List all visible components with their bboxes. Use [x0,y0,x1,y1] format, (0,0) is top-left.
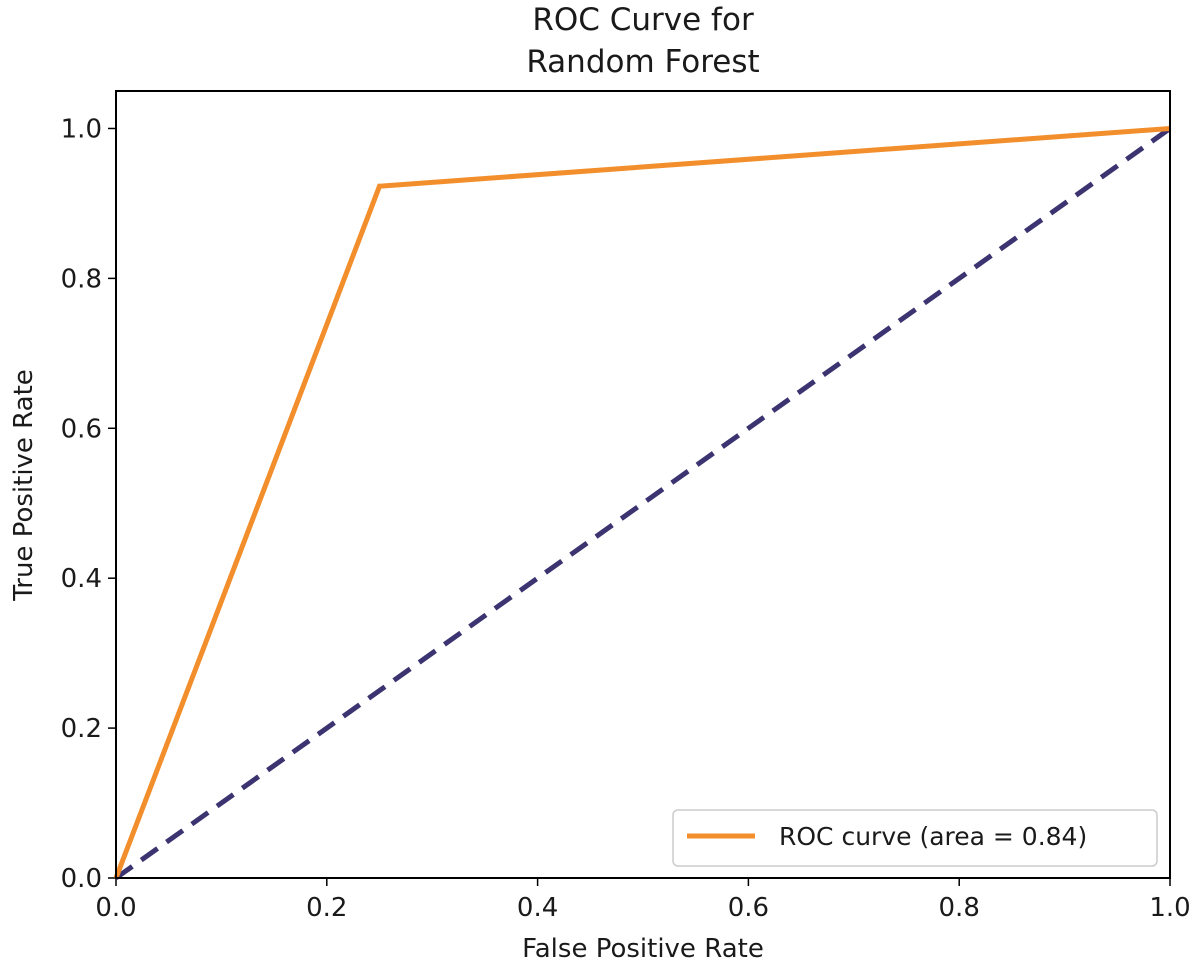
x-tick-label: 0.8 [939,893,980,923]
y-tick-label: 0.8 [61,264,102,294]
x-tick-label: 1.0 [1149,893,1190,923]
x-tick-label: 0.4 [517,893,558,923]
x-tick-label: 0.2 [306,893,347,923]
legend-box [672,809,1158,867]
y-tick-label: 1.0 [61,114,102,144]
chart-title: ROC Curve for Random Forest [526,2,759,80]
y-tick-label: 0.0 [61,864,102,894]
y-tick-label: 0.4 [61,564,102,594]
y-tick-label: 0.2 [61,714,102,744]
legend: ROC curve (area = 0.84) [672,809,1158,867]
chance-diagonal-line [114,126,1172,881]
legend-label-roc: ROC curve (area = 0.84) [779,822,1087,851]
plot-area-frame [115,90,1171,879]
y-tick-label: 0.6 [61,414,102,444]
chart-title-line-1: ROC Curve for [532,2,754,38]
x-tick-label: 0.6 [728,893,769,923]
y-axis-label: True Positive Rate [9,369,39,602]
x-axis-label: False Positive Rate [522,934,764,964]
ticks-layer: 0.0 0.2 0.4 0.6 0.8 1.0 0.0 0.2 0.4 0.6 0.8 1.0 [61,114,1191,923]
x-tick-label: 0.0 [95,893,136,923]
series-layer [113,125,1172,881]
chart-title-line-2: Random Forest [526,44,759,80]
roc-curve-line [113,125,1171,879]
